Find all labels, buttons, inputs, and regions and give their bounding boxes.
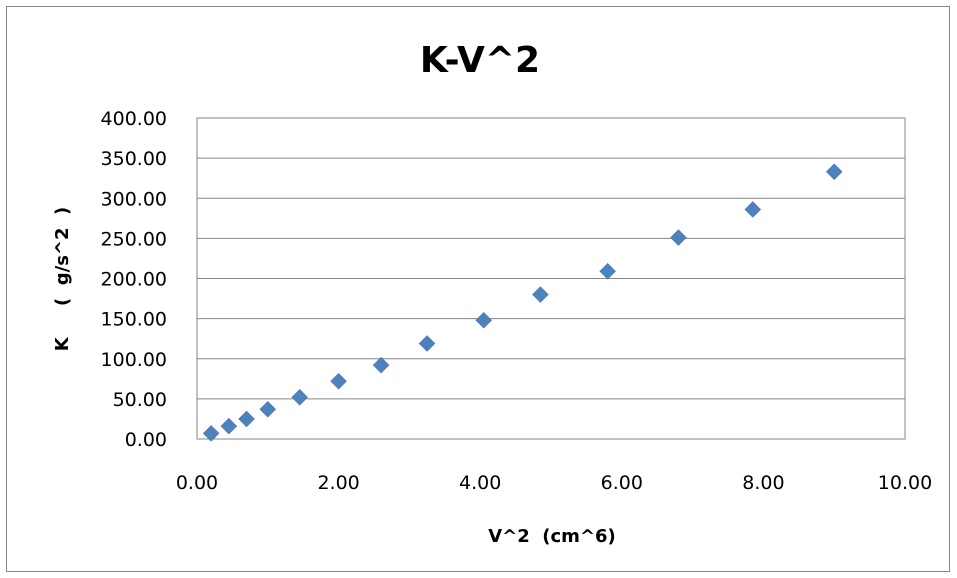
y-tick-label: 150.00 xyxy=(101,309,167,331)
y-tick-label: 100.00 xyxy=(101,349,167,371)
data-point xyxy=(532,286,549,303)
x-tick-label: 2.00 xyxy=(317,472,359,494)
data-series xyxy=(202,163,843,442)
data-point xyxy=(599,262,616,280)
x-tick-label: 4.00 xyxy=(459,472,501,494)
y-tick-label: 350.00 xyxy=(101,148,167,170)
x-tick-label: 10.00 xyxy=(878,472,932,494)
y-tick-label: 300.00 xyxy=(101,188,167,210)
chart-title: K-V^2 xyxy=(420,40,540,81)
data-point xyxy=(825,163,843,181)
y-axis-ticks: 0.00 50.00 100.00 150.00 200.00 250.00 300.00 3… xyxy=(101,108,167,451)
x-axis-label: V^2 (cm^6) xyxy=(488,526,616,547)
y-tick-label: 200.00 xyxy=(101,269,167,291)
chart-area xyxy=(6,6,950,572)
data-point xyxy=(418,335,436,352)
data-point xyxy=(670,229,687,246)
data-point xyxy=(238,410,255,428)
data-point xyxy=(372,356,390,374)
y-tick-label: 250.00 xyxy=(101,228,167,250)
data-point xyxy=(291,388,309,406)
x-tick-label: 6.00 xyxy=(601,472,643,494)
x-tick-label: 0.00 xyxy=(176,472,218,494)
gridlines xyxy=(197,117,905,440)
x-axis-ticks: 0.00 2.00 4.00 6.00 8.00 10.00 xyxy=(176,472,932,494)
data-point xyxy=(744,201,762,218)
y-tick-label: 400.00 xyxy=(101,108,167,130)
plot-area xyxy=(196,117,906,440)
x-tick-label: 8.00 xyxy=(742,472,784,494)
data-point xyxy=(202,425,220,442)
y-axis-label: K ( g/s^2 ) xyxy=(52,207,73,352)
y-tick-label: 50.00 xyxy=(113,389,167,411)
data-point xyxy=(259,400,277,418)
data-point xyxy=(475,311,493,329)
y-tick-label: 0.00 xyxy=(125,429,167,451)
data-point xyxy=(330,372,347,390)
data-point xyxy=(220,417,238,435)
